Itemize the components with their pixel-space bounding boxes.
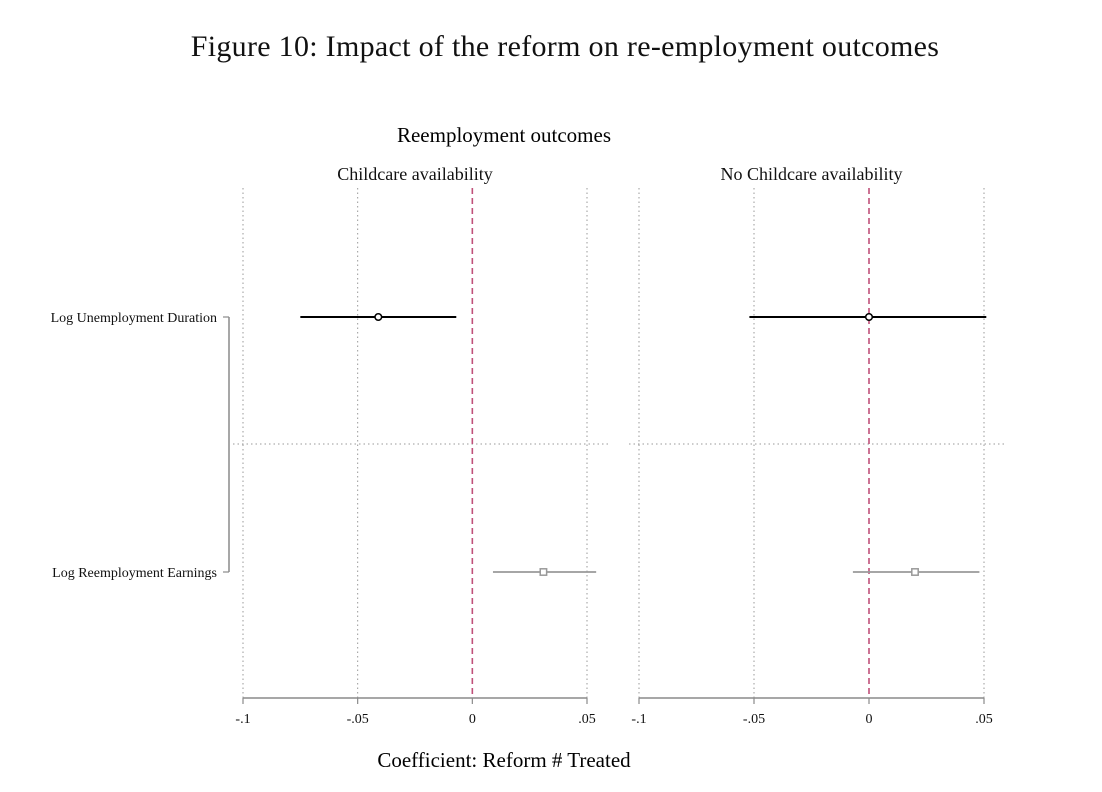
- panel-title: Childcare availability: [337, 164, 492, 184]
- figure-title: Figure 10: Impact of the reform on re-em…: [190, 30, 940, 63]
- x-tick-label: .05: [975, 712, 993, 727]
- x-tick-label: -.1: [631, 712, 646, 727]
- x-axis-label: Coefficient: Reform # Treated: [377, 748, 631, 772]
- category-labels: Log Unemployment Duration Log Reemploymen…: [51, 311, 230, 581]
- x-tick-label: .05: [578, 712, 596, 727]
- x-tick-label: -.05: [347, 712, 369, 727]
- panel-1: Childcare availability -.1 -.05 0 .05: [233, 164, 609, 727]
- x-tick-label: 0: [866, 712, 873, 727]
- category-label: Log Unemployment Duration: [51, 311, 217, 326]
- panel-title: No Childcare availability: [721, 164, 903, 184]
- point-estimate: [864, 312, 874, 322]
- plot-title: Reemployment outcomes: [397, 123, 611, 147]
- point-estimate: [911, 568, 919, 576]
- x-tick-label: 0: [469, 712, 476, 727]
- x-tick-label: -.1: [235, 712, 250, 727]
- panel-2: No Childcare availability -.1 -.05 0 .05: [629, 164, 1006, 727]
- point-estimate: [539, 568, 548, 576]
- category-label: Log Reemployment Earnings: [52, 566, 217, 581]
- x-tick-label: -.05: [743, 712, 765, 727]
- point-estimate: [374, 312, 383, 322]
